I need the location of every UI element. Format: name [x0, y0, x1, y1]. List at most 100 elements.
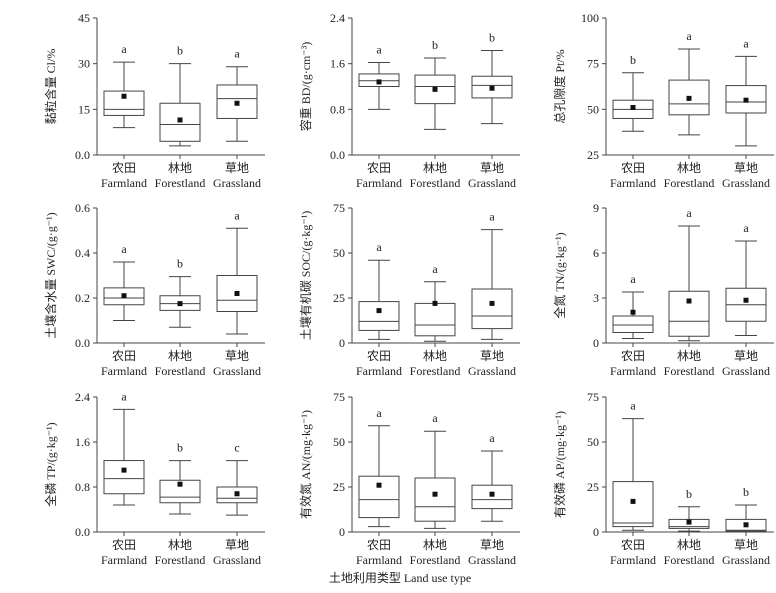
- significance-letter: a: [432, 411, 438, 425]
- category-label-cn: 林地: [168, 161, 192, 175]
- category-label-en: Farmland: [101, 364, 147, 378]
- mean-marker: [177, 117, 183, 123]
- category-label-cn: 林地: [677, 161, 701, 175]
- category-label-en: Grassland: [722, 176, 770, 190]
- mean-marker: [489, 491, 495, 497]
- box-iqr: [414, 477, 456, 522]
- y-tick-label: 75: [333, 201, 345, 215]
- y-tick-label: 0.0: [75, 336, 90, 350]
- y-tick-label: 2.4: [330, 11, 345, 25]
- y-tick-label: 75: [333, 390, 345, 404]
- category-label-en: Grassland: [213, 553, 261, 567]
- box-iqr: [725, 85, 767, 114]
- category-label-en: Grassland: [468, 364, 516, 378]
- box-iqr: [414, 302, 456, 337]
- mean-marker: [234, 491, 240, 497]
- mean-marker: [743, 522, 749, 528]
- mean-marker: [686, 519, 692, 525]
- y-tick-label: 75: [587, 57, 599, 71]
- category-label-cn: 农田: [621, 349, 645, 363]
- category-label-cn: 农田: [112, 161, 136, 175]
- box-iqr: [414, 74, 456, 105]
- mean-marker: [376, 482, 382, 488]
- mean-marker: [489, 300, 495, 306]
- y-tick-label: 0: [593, 336, 599, 350]
- category-label-cn: 草地: [225, 538, 249, 552]
- significance-letter: a: [630, 399, 636, 413]
- category-label-en: Farmland: [610, 364, 656, 378]
- category-label-cn: 农田: [621, 161, 645, 175]
- y-tick-label: 0.6: [75, 201, 90, 215]
- box-iqr: [159, 295, 201, 311]
- box-iqr: [216, 486, 258, 504]
- y-tick-label: 50: [333, 246, 345, 260]
- category-label-en: Farmland: [610, 553, 656, 567]
- significance-letter: a: [489, 210, 495, 224]
- y-tick-label: 0: [593, 525, 599, 539]
- category-label-en: Forestland: [410, 176, 461, 190]
- category-label-en: Grassland: [213, 176, 261, 190]
- significance-letter: a: [432, 262, 438, 276]
- mean-marker: [177, 301, 183, 307]
- category-label-en: Forestland: [664, 364, 715, 378]
- y-tick-label: 15: [78, 102, 90, 116]
- mean-marker: [686, 95, 692, 101]
- mean-marker: [432, 491, 438, 497]
- y-axis-label: 有效磷 AP/(mg·kg⁻¹): [552, 411, 567, 518]
- category-label-cn: 林地: [423, 538, 447, 552]
- box-iqr: [103, 90, 145, 116]
- y-tick-label: 0.0: [75, 525, 90, 539]
- box-iqr: [725, 518, 767, 532]
- category-label-en: Grassland: [722, 364, 770, 378]
- y-axis-label: 土壤有机碳 SOC/(g·kg⁻¹): [298, 211, 313, 341]
- mean-marker: [743, 97, 749, 103]
- y-tick-label: 50: [587, 435, 599, 449]
- category-label-cn: 草地: [225, 161, 249, 175]
- box-iqr: [612, 315, 654, 333]
- y-axis-label: 有效氮 AN/(mg·kg⁻¹): [298, 410, 313, 519]
- category-label-en: Grassland: [468, 176, 516, 190]
- y-tick-label: 0: [339, 336, 345, 350]
- category-label-cn: 农田: [367, 538, 391, 552]
- category-label-cn: 农田: [367, 161, 391, 175]
- significance-letter: a: [743, 221, 749, 235]
- category-label-en: Farmland: [356, 364, 402, 378]
- y-tick-label: 2.4: [75, 390, 90, 404]
- box-iqr: [103, 460, 145, 495]
- box-iqr: [668, 290, 710, 337]
- x-axis-title: 土地利用类型 Land use type: [329, 571, 471, 585]
- mean-marker: [376, 308, 382, 314]
- y-tick-label: 0: [339, 525, 345, 539]
- y-tick-label: 50: [333, 435, 345, 449]
- category-label-en: Forestland: [410, 553, 461, 567]
- category-label-en: Grassland: [468, 553, 516, 567]
- box-iqr: [159, 102, 201, 142]
- significance-letter: b: [432, 38, 438, 52]
- box-iqr: [358, 73, 400, 87]
- y-axis-label: 全氮 TN/(g·kg⁻¹): [552, 232, 567, 318]
- box-iqr: [103, 287, 145, 306]
- significance-letter: a: [686, 206, 692, 220]
- category-label-en: Forestland: [155, 176, 206, 190]
- mean-marker: [743, 297, 749, 303]
- y-tick-label: 45: [78, 11, 90, 25]
- category-label-cn: 林地: [677, 538, 701, 552]
- mean-marker: [376, 79, 382, 85]
- y-tick-label: 75: [587, 390, 599, 404]
- y-tick-label: 0.0: [330, 148, 345, 162]
- significance-letter: a: [630, 272, 636, 286]
- significance-letter: b: [177, 257, 183, 271]
- significance-letter: a: [234, 47, 240, 61]
- y-tick-label: 9: [593, 201, 599, 215]
- category-label-cn: 草地: [734, 349, 758, 363]
- mean-marker: [121, 467, 127, 473]
- y-tick-label: 0.0: [75, 148, 90, 162]
- box-iqr: [612, 481, 654, 528]
- y-tick-label: 1.6: [75, 435, 90, 449]
- y-axis-label: 全磷 TP/(g·kg⁻¹): [43, 422, 58, 506]
